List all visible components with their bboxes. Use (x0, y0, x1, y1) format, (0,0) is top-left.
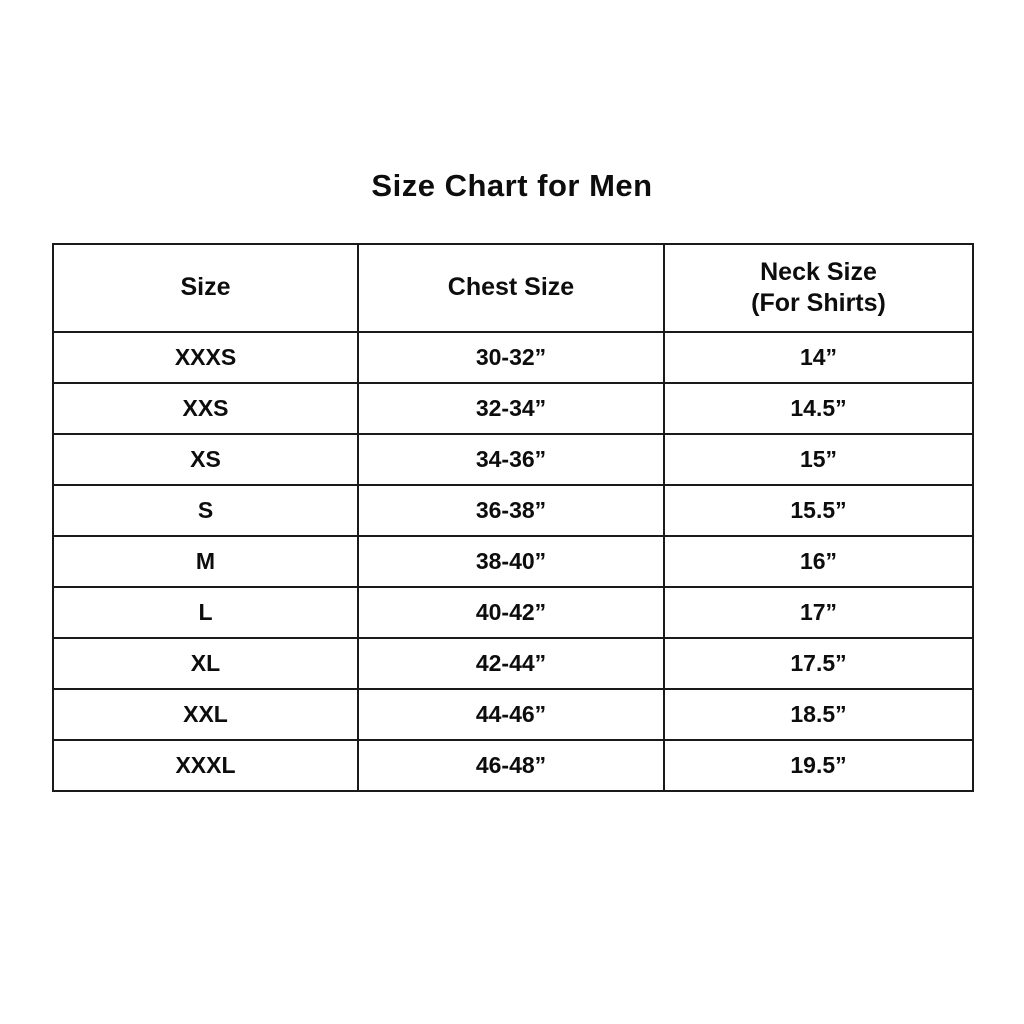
neck-cell: 19.5” (663, 739, 974, 792)
neck-cell: 15.5” (663, 484, 974, 537)
chest-cell: 42-44” (357, 637, 665, 690)
neck-cell: 14.5” (663, 382, 974, 435)
chest-cell: 30-32” (357, 331, 665, 384)
size-cell: XXS (52, 382, 359, 435)
table-row: XXS 32-34” 14.5” (52, 382, 974, 435)
table-row: XL 42-44” 17.5” (52, 637, 974, 690)
neck-cell: 17” (663, 586, 974, 639)
table-row: XS 34-36” 15” (52, 433, 974, 486)
table-row: M 38-40” 16” (52, 535, 974, 588)
chest-cell: 46-48” (357, 739, 665, 792)
table-row: L 40-42” 17” (52, 586, 974, 639)
page-title: Size Chart for Men (371, 168, 653, 203)
neck-cell: 17.5” (663, 637, 974, 690)
chest-cell: 36-38” (357, 484, 665, 537)
size-cell: XS (52, 433, 359, 486)
size-cell: XXXL (52, 739, 359, 792)
table-row: XXL 44-46” 18.5” (52, 688, 974, 741)
header-row: Size Chest Size Neck Size (For Shirts) (52, 243, 974, 333)
size-chart-table: Size Chest Size Neck Size (For Shirts) X… (52, 243, 974, 792)
table-row: XXXS 30-32” 14” (52, 331, 974, 384)
header-neck-line2: (For Shirts) (751, 289, 886, 317)
size-cell: XXXS (52, 331, 359, 384)
size-cell: S (52, 484, 359, 537)
chest-cell: 32-34” (357, 382, 665, 435)
size-cell: M (52, 535, 359, 588)
header-chest-size: Chest Size (357, 243, 665, 333)
chest-cell: 44-46” (357, 688, 665, 741)
size-cell: XXL (52, 688, 359, 741)
chest-cell: 40-42” (357, 586, 665, 639)
size-cell: L (52, 586, 359, 639)
header-size-label: Size (180, 273, 231, 302)
table-row: S 36-38” 15.5” (52, 484, 974, 537)
chest-cell: 38-40” (357, 535, 665, 588)
chest-cell: 34-36” (357, 433, 665, 486)
neck-cell: 18.5” (663, 688, 974, 741)
header-neck-size: Neck Size (For Shirts) (663, 243, 974, 333)
neck-cell: 16” (663, 535, 974, 588)
neck-cell: 15” (663, 433, 974, 486)
header-chest-label: Chest Size (447, 273, 575, 302)
header-neck-line1: Neck Size (760, 257, 877, 286)
neck-cell: 14” (663, 331, 974, 384)
table-row: XXXL 46-48” 19.5” (52, 739, 974, 792)
header-size: Size (52, 243, 359, 333)
size-cell: XL (52, 637, 359, 690)
